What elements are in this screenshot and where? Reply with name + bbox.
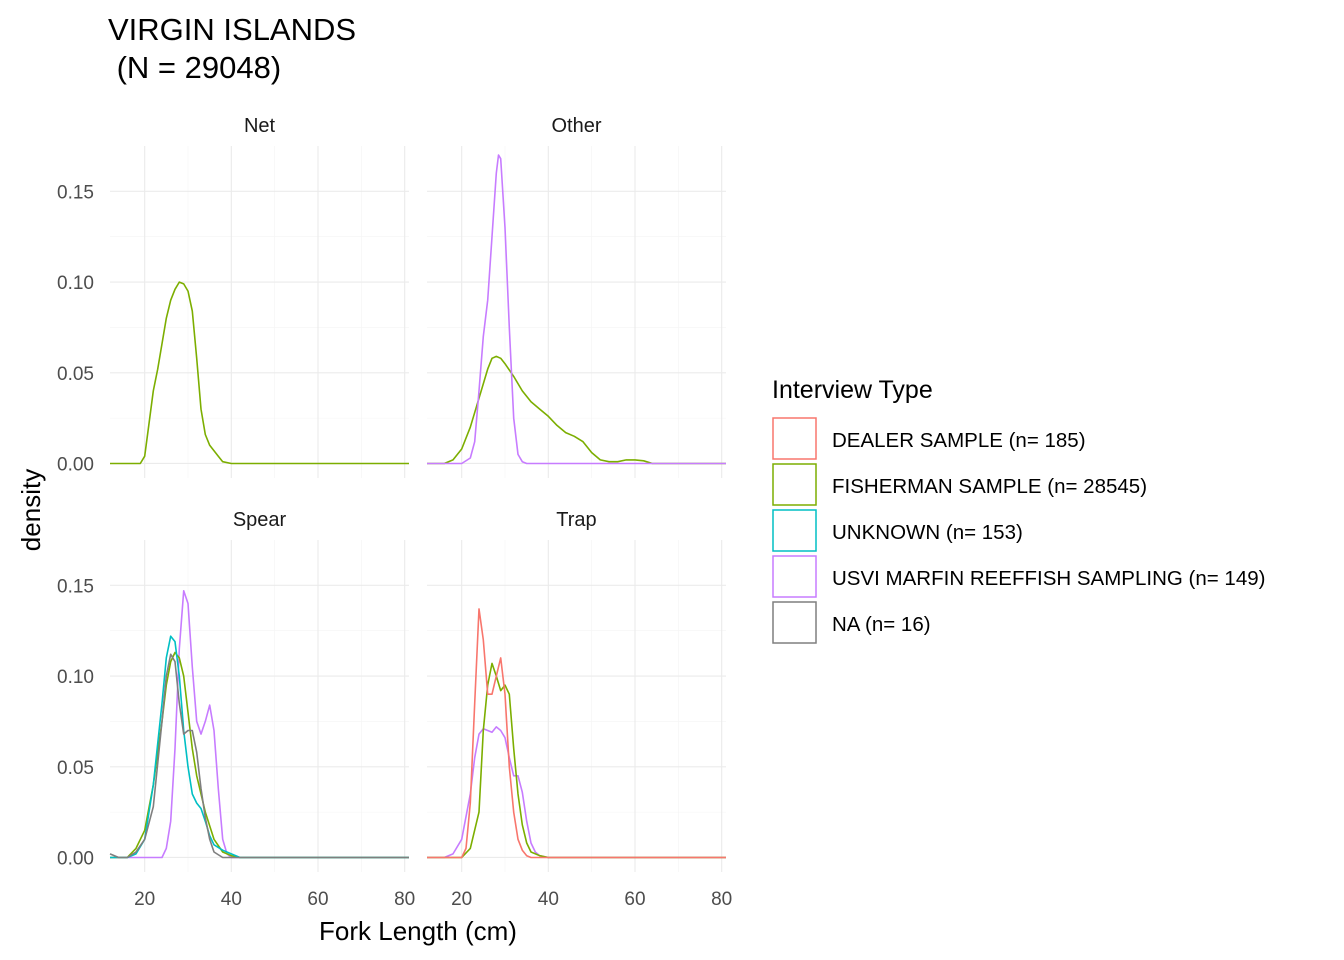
chart-title-line1: VIRGIN ISLANDS <box>108 12 356 47</box>
legend: Interview Type DEALER SAMPLE (n= 185) FIS… <box>772 376 1265 644</box>
chart-title-line2: (N = 29048) <box>108 50 281 85</box>
strip-label: Trap <box>556 509 596 531</box>
x-tick-label: 40 <box>538 889 559 910</box>
legend-key <box>772 509 817 552</box>
panel-net: Net 0.00 0.05 0.10 0.15 <box>57 115 409 478</box>
y-tick-label: 0.10 <box>57 667 94 688</box>
y-tick-label: 0.00 <box>57 848 94 869</box>
x-tick-label: 60 <box>624 889 645 910</box>
y-tick-label: 0.15 <box>57 576 94 597</box>
density-curve <box>427 355 726 465</box>
y-tick-label: 0.05 <box>57 758 94 779</box>
legend-label: USVI MARFIN REEFFISH SAMPLING (n= 149) <box>832 567 1265 590</box>
x-tick-label: 40 <box>221 889 242 910</box>
x-axis-title: Fork Length (cm) <box>319 916 517 946</box>
legend-key <box>772 601 817 644</box>
panel-trap: Trap 20 40 60 80 <box>427 509 732 910</box>
density-curve <box>109 653 409 859</box>
facet-panels: Net 0.00 0.05 0.10 0.15 Other Spear 0.00 0.05 0.1… <box>57 115 732 910</box>
density-curve <box>427 608 726 859</box>
legend-key <box>772 555 817 598</box>
legend-label: FISHERMAN SAMPLE (n= 28545) <box>832 475 1147 498</box>
density-curve <box>110 635 409 859</box>
y-axis-title: density <box>16 469 46 551</box>
panel-spear: Spear 0.00 0.05 0.10 0.15 20 40 60 80 <box>57 509 415 910</box>
legend-label: UNKNOWN (n= 153) <box>832 521 1023 544</box>
density-curve <box>427 662 726 859</box>
legend-label: NA (n= 16) <box>832 613 931 636</box>
strip-label: Other <box>551 115 601 137</box>
y-tick-label: 0.15 <box>57 182 94 203</box>
legend-key <box>772 463 817 506</box>
density-curve <box>110 590 409 859</box>
strip-label: Net <box>244 115 276 137</box>
panel-other: Other <box>427 115 726 478</box>
y-tick-label: 0.00 <box>57 454 94 475</box>
strip-label: Spear <box>233 509 287 531</box>
legend-key <box>772 417 817 460</box>
density-curve <box>427 154 726 465</box>
y-tick-label: 0.05 <box>57 364 94 385</box>
x-tick-label: 80 <box>711 889 732 910</box>
density-curve <box>110 651 409 859</box>
legend-title: Interview Type <box>772 376 933 404</box>
y-tick-label: 0.10 <box>57 273 94 294</box>
x-tick-label: 20 <box>134 889 155 910</box>
x-tick-label: 60 <box>307 889 328 910</box>
density-curve <box>110 281 409 465</box>
legend-label: DEALER SAMPLE (n= 185) <box>832 429 1086 452</box>
x-tick-label: 20 <box>451 889 472 910</box>
density-curve <box>427 726 726 859</box>
x-tick-label: 80 <box>394 889 415 910</box>
